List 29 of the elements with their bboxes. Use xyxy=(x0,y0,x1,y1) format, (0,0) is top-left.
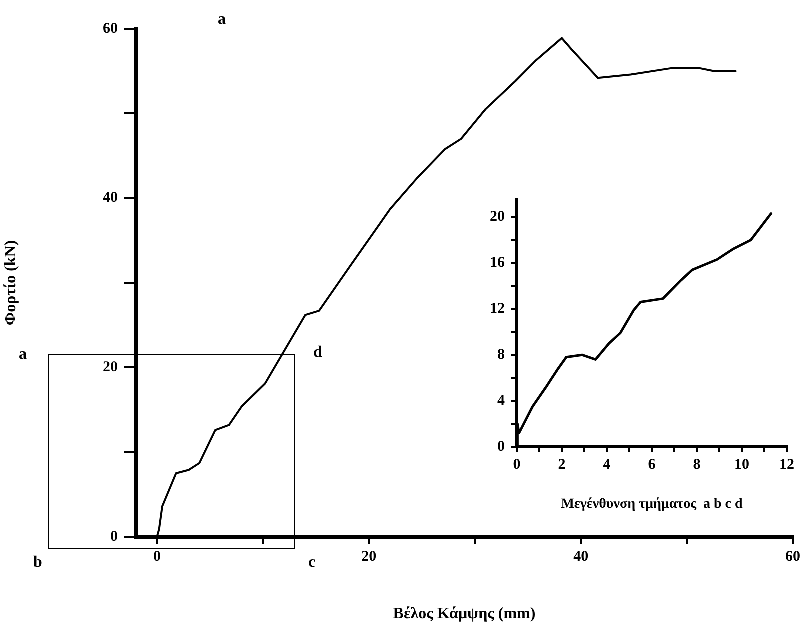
y-tick-label: 60 xyxy=(103,20,118,37)
y-tick-label: 0 xyxy=(110,528,118,545)
text: c xyxy=(308,554,316,571)
x-tick-label: 10 xyxy=(734,456,750,473)
x-tick-label: 4 xyxy=(603,456,612,473)
x-axis-title: Μεγένθυνση τμήματος a b c d xyxy=(561,497,744,512)
y-tick-label: 8 xyxy=(498,346,505,363)
x-tick-label: 6 xyxy=(648,456,656,473)
y-tick-label: 20 xyxy=(103,360,118,376)
x-tick-label: 0 xyxy=(513,456,521,473)
text: b xyxy=(34,554,42,571)
x-tick-label: 40 xyxy=(574,548,589,565)
x-axis-title: Βέλος Κάμψης (mm) xyxy=(393,606,536,623)
annotation: d xyxy=(314,344,322,361)
y-tick-label: 12 xyxy=(490,301,505,318)
y-tick-label: 40 xyxy=(103,190,118,206)
x-tick-label: 0 xyxy=(153,548,161,565)
x-tick-label: 8 xyxy=(693,456,701,473)
y-axis-title: Φορτίο (kN) xyxy=(2,240,20,326)
x-tick-label: 60 xyxy=(786,548,800,565)
y-tick-label: 0 xyxy=(498,438,505,455)
x-tick-label: 20 xyxy=(362,548,377,565)
x-tick-label: 12 xyxy=(780,456,794,473)
y-tick-label: 20 xyxy=(490,209,505,226)
y-tick-label: 16 xyxy=(490,255,506,272)
text: a xyxy=(218,11,226,28)
y-tick-label: 4 xyxy=(498,392,506,409)
text: a xyxy=(19,346,27,363)
x-tick-label: 2 xyxy=(558,456,566,473)
